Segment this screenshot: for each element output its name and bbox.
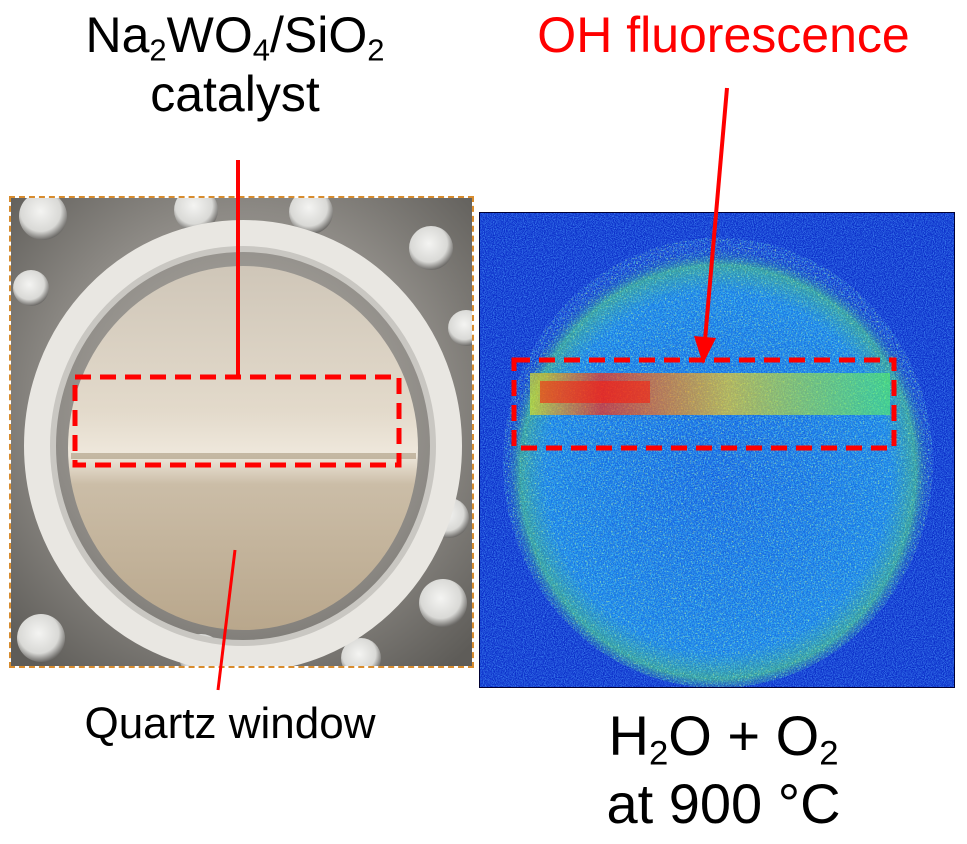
gasket-inner-edge <box>50 246 436 646</box>
catalyst-label: Na2WO4/SiO2 catalyst <box>20 10 450 128</box>
window-split-line <box>71 453 416 459</box>
oh-fluorescence-label: OH fluorescence <box>537 7 910 63</box>
gasket-ring <box>24 220 462 666</box>
condition-temperature: at 900 °C <box>606 772 841 835</box>
quartz-window <box>68 266 418 630</box>
quartz-window-label: Quartz window <box>84 699 376 748</box>
condition-label: H2O + O2 at 900 °C <box>480 708 967 844</box>
reactor-photo-drawing <box>11 198 472 666</box>
catalyst-formula: Na2WO4/SiO2 <box>85 7 385 68</box>
condition-gas: H2O + O2 <box>608 704 839 773</box>
reactor-photo <box>9 196 474 668</box>
fluorescence-map <box>480 213 954 687</box>
oh-fluorescence-image <box>479 212 955 688</box>
oh-band-hotspot <box>540 381 650 403</box>
catalyst-word: catalyst <box>150 66 320 122</box>
